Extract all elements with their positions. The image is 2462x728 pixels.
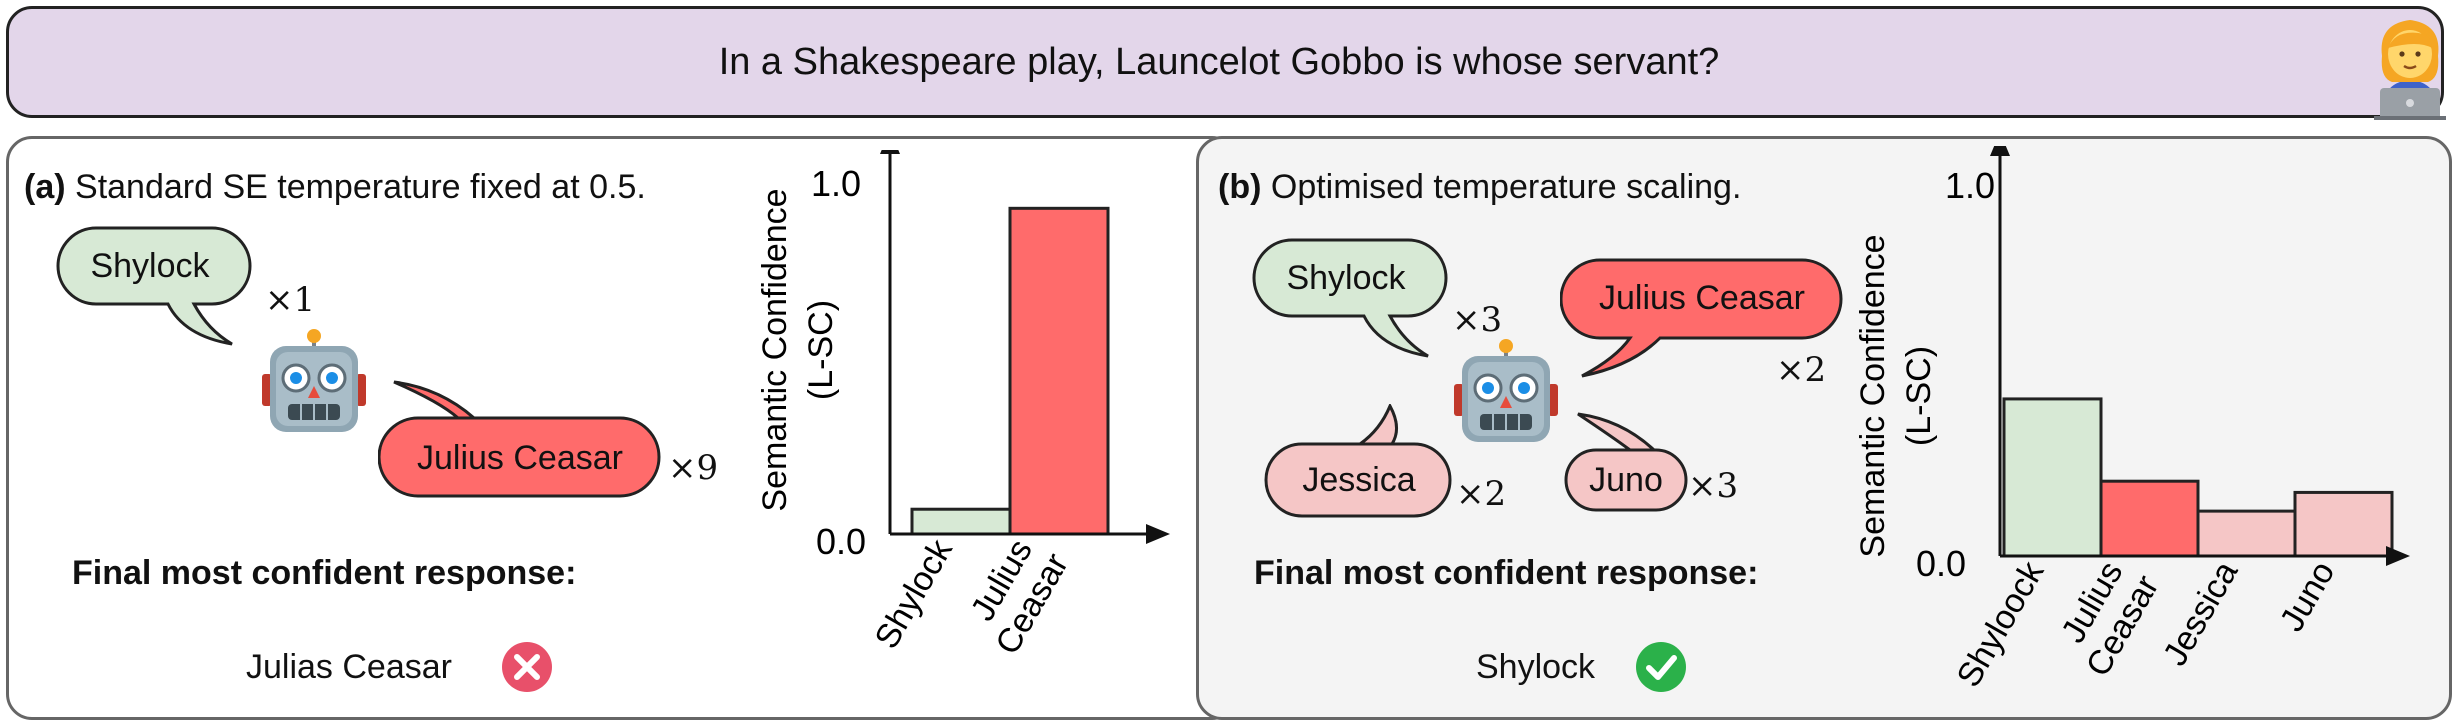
y-axis-label-unit: (L-SC) (802, 300, 840, 400)
panel-b-bubble-julius: Julius Ceasar (1599, 279, 1805, 317)
robot-face-icon (262, 329, 366, 432)
question-text: In a Shakespeare play, Launcelot Gobbo i… (718, 41, 1720, 83)
bar (2002, 397, 2103, 558)
panel-a-bubble-shylock: Shylock (90, 247, 210, 285)
bar (2196, 509, 2297, 558)
panel-a-bubble-julius: Julius Ceasar (417, 439, 623, 477)
y-tick-top: 1.0 (1945, 165, 1995, 206)
panel-a-bubble-shylock-shape (56, 226, 252, 346)
panel-b-final-answer: Shylock (1476, 648, 1596, 686)
woman-technologist-icon (2374, 20, 2446, 120)
panel-a-bubble-julius-shape (378, 380, 661, 498)
panel-a-title-text: Standard SE temperature fixed at 0.5. (75, 168, 646, 206)
panel-b-bubble-jessica-shape (1264, 404, 1452, 518)
panel-a-tag: (a) (24, 168, 66, 206)
x-tick-label: Shylock (867, 532, 960, 655)
panel-b-title-text: Optimised temperature scaling. (1270, 168, 1742, 206)
panel-b-final-label: Final most confident response: (1254, 554, 1759, 592)
robot-face-icon (1454, 339, 1558, 442)
x-axis-arrow (1146, 524, 1170, 544)
bar (1008, 206, 1110, 536)
panel-a-mult-julius: ×9 (668, 448, 719, 488)
panel-b-bubble-jessica: Jessica (1302, 461, 1416, 499)
question-bar (6, 6, 2444, 118)
panel-a-title: (a) Standard SE temperature fixed at 0.5… (24, 168, 646, 207)
x-axis-arrow (2386, 546, 2410, 566)
panel-b-title: (b) Optimised temperature scaling. (1218, 168, 1741, 207)
panel-a-mult-shylock: ×1 (265, 280, 316, 320)
panel-b-bubble-julius-shape (1560, 258, 1843, 378)
y-axis-label: Semantic Confidence (1854, 234, 1892, 557)
cross-icon (502, 642, 552, 692)
x-tick-label: Jessica (2156, 555, 2246, 672)
panel-b-bubble-juno-shape (1564, 412, 1688, 512)
check-icon (1636, 642, 1686, 692)
panel-a-final-answer: Julias Ceasar (246, 648, 452, 686)
chart-a: Semantic Confidence (L-SC)1.00.0 Shylock Ju… (756, 150, 1170, 661)
y-axis-label: Semantic Confidence (756, 188, 794, 511)
panel-b-bubble-shylock-shape (1252, 238, 1448, 358)
panel-b-bubble-shylock: Shylock (1286, 259, 1406, 297)
y-tick-top: 1.0 (811, 163, 861, 204)
panel-b-tag: (b) (1218, 168, 1262, 206)
panel-b (1196, 136, 2452, 720)
panel-b-bubble-juno: Juno (1589, 461, 1663, 499)
panel-b-mult-julius: ×2 (1776, 350, 1827, 390)
y-axis-label-unit: (L-SC) (1900, 346, 1938, 446)
y-axis-arrow (880, 150, 900, 154)
panel-b-mult-juno: ×3 (1688, 466, 1739, 506)
x-tick-label: Juno (2273, 555, 2343, 638)
bar (910, 507, 1012, 536)
y-tick-bottom: 0.0 (1916, 543, 1966, 584)
y-tick-bottom: 0.0 (816, 521, 866, 562)
bar (2293, 490, 2394, 558)
panel-b-mult-jessica: ×2 (1456, 474, 1507, 514)
y-axis-arrow (1990, 146, 2010, 156)
bar (2099, 479, 2200, 558)
panel-b-mult-shylock: ×3 (1452, 300, 1503, 340)
panel-a-final-label: Final most confident response: (72, 554, 577, 592)
